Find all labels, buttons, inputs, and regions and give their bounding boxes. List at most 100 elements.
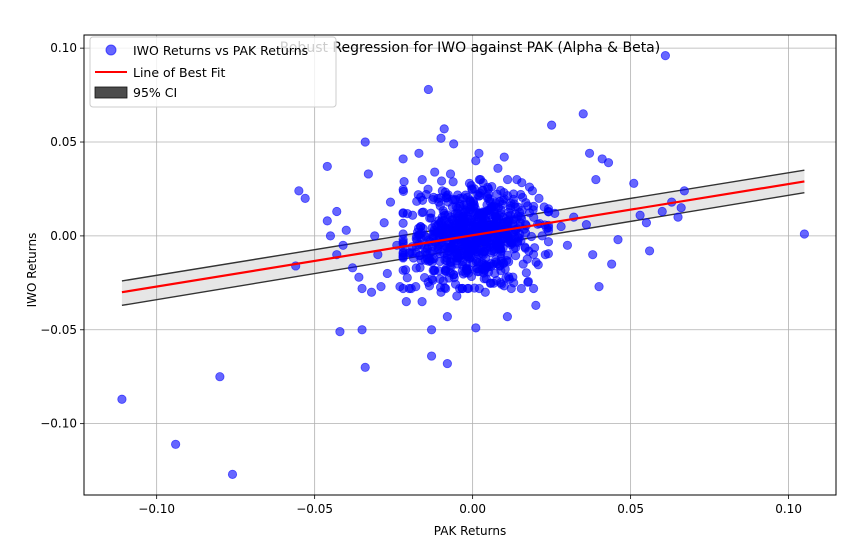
scatter-point bbox=[521, 268, 531, 278]
scatter-point bbox=[469, 283, 480, 293]
legend-label-band: 95% CI bbox=[133, 85, 177, 100]
scatter-point bbox=[456, 239, 467, 249]
scatter-point bbox=[117, 394, 127, 404]
scatter-point bbox=[502, 174, 513, 185]
scatter-point bbox=[322, 161, 332, 172]
best-fit-line bbox=[121, 180, 805, 294]
scatter-point bbox=[499, 187, 509, 198]
scatter-point bbox=[483, 184, 494, 194]
scatter-point bbox=[429, 225, 439, 236]
legend-label-line: Line of Best Fit bbox=[133, 65, 225, 80]
plot-area-frame bbox=[83, 34, 837, 496]
x-tick-label: 0.10 bbox=[775, 502, 802, 516]
scatter-point bbox=[499, 152, 509, 162]
scatter-points bbox=[117, 51, 810, 479]
scatter-point bbox=[508, 189, 519, 199]
scatter-point bbox=[363, 169, 373, 179]
scatter-point bbox=[502, 312, 512, 322]
scatter-point bbox=[528, 283, 539, 294]
scatter-point bbox=[512, 174, 522, 185]
scatter-point bbox=[473, 190, 483, 200]
scatter-point bbox=[531, 257, 541, 267]
scatter-point bbox=[490, 212, 500, 222]
scatter-point bbox=[385, 197, 396, 207]
scatter-point bbox=[412, 196, 422, 206]
scatter-point bbox=[417, 174, 427, 185]
scatter-point bbox=[526, 231, 537, 242]
scatter-point bbox=[450, 244, 460, 254]
legend-box bbox=[89, 36, 337, 108]
scatter-point bbox=[449, 139, 459, 149]
scatter-point bbox=[448, 177, 458, 187]
scatter-point bbox=[543, 237, 554, 247]
scatter-point bbox=[578, 109, 588, 119]
grid bbox=[84, 35, 836, 495]
scatter-point bbox=[398, 184, 408, 195]
scatter-point bbox=[556, 221, 566, 232]
legend-marker-scatter bbox=[105, 44, 117, 56]
scatter-point bbox=[501, 273, 511, 283]
scatter-point bbox=[433, 193, 443, 203]
scatter-point bbox=[294, 186, 304, 196]
scatter-point bbox=[354, 272, 364, 282]
scatter-point bbox=[360, 137, 370, 147]
scatter-point bbox=[524, 182, 535, 192]
scatter-point bbox=[515, 218, 525, 228]
scatter-point bbox=[473, 250, 484, 260]
scatter-point bbox=[436, 133, 446, 143]
scatter-point bbox=[490, 268, 500, 279]
chart-title: Robust Regression for IWO against PAK (A… bbox=[280, 40, 660, 56]
scatter-point bbox=[676, 203, 686, 213]
scatter-point bbox=[435, 256, 445, 267]
scatter-point bbox=[411, 263, 421, 273]
scatter-point bbox=[468, 240, 478, 250]
scatter-point bbox=[436, 287, 446, 297]
scatter-point bbox=[440, 265, 450, 276]
y-tick-label: 0.10 bbox=[50, 41, 77, 55]
legend-marker-band bbox=[94, 86, 128, 99]
scatter-point bbox=[540, 250, 550, 260]
scatter-point bbox=[550, 208, 560, 218]
scatter-point bbox=[799, 229, 810, 239]
x-tick-label: −0.05 bbox=[296, 502, 333, 516]
scatter-point bbox=[534, 193, 544, 203]
scatter-point bbox=[411, 281, 421, 292]
scatter-point bbox=[644, 246, 655, 256]
scatter-point bbox=[425, 213, 435, 223]
scatter-point bbox=[505, 201, 516, 211]
scatter-point bbox=[442, 312, 452, 322]
scatter-point bbox=[335, 327, 345, 337]
y-tick-label: −0.10 bbox=[40, 417, 77, 431]
x-axis-label: PAK Returns bbox=[434, 524, 506, 538]
scatter-point bbox=[436, 176, 447, 186]
scatter-point bbox=[520, 243, 531, 253]
scatter-point bbox=[635, 210, 645, 220]
scatter-point bbox=[588, 250, 598, 260]
scatter-point bbox=[465, 196, 476, 206]
scatter-point bbox=[439, 124, 449, 134]
scatter-point bbox=[398, 218, 408, 228]
scatter-point bbox=[465, 214, 476, 224]
scatter-point bbox=[473, 222, 483, 232]
scatter-point bbox=[357, 325, 367, 335]
scatter-point bbox=[523, 277, 533, 287]
fit-line bbox=[121, 180, 805, 294]
scatter-point bbox=[477, 212, 487, 222]
y-tick-label: 0.05 bbox=[50, 135, 77, 149]
scatter-point bbox=[603, 158, 614, 168]
scatter-point bbox=[450, 228, 460, 238]
scatter-point bbox=[426, 325, 437, 335]
scatter-point bbox=[562, 240, 573, 250]
scatter-point bbox=[613, 235, 623, 245]
scatter-point bbox=[455, 193, 465, 203]
scatter-point bbox=[660, 51, 670, 61]
scatter-point bbox=[679, 186, 689, 196]
scatter-point bbox=[461, 259, 471, 269]
scatter-point bbox=[376, 281, 386, 292]
scatter-point bbox=[641, 218, 652, 228]
scatter-point bbox=[591, 174, 601, 185]
scatter-point bbox=[474, 148, 484, 158]
scatter-point bbox=[395, 281, 405, 292]
scatter-point bbox=[417, 297, 427, 307]
